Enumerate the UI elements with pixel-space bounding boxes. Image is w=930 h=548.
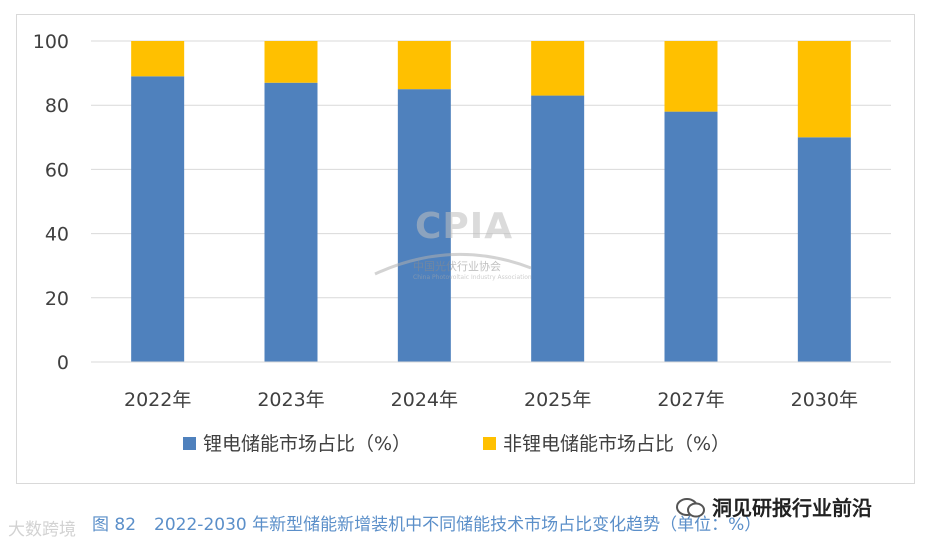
bar-non-lithium [131, 41, 185, 77]
bar-non-lithium [797, 41, 851, 138]
legend-swatch [483, 437, 496, 450]
figure-number: 图 82 [92, 515, 137, 535]
cpia-cn-name: 中国光伏行业协会 [413, 260, 501, 273]
x-tick-label: 2022年 [124, 389, 191, 411]
bottom-right-watermark: 洞见研报行业前沿 [676, 492, 872, 521]
legend-label: 锂电储能市场占比（%） [203, 433, 411, 455]
bar-lithium [664, 111, 718, 363]
legend-label: 非锂电储能市场占比（%） [503, 433, 730, 455]
x-tick-label: 2024年 [391, 389, 458, 411]
bar-lithium [264, 82, 318, 362]
legend-swatch [183, 437, 196, 450]
cpia-en-name: China Photovoltaic Industry Association [413, 274, 532, 281]
cpia-watermark: CPIA 中国光伏行业协会 China Photovoltaic Industr… [373, 200, 533, 290]
x-tick-label: 2023年 [257, 389, 324, 411]
figure-caption-text: 2022-2030 年新型储能新增装机中不同储能技术市场占比变化趋势（单位：%） [154, 515, 762, 535]
y-tick-label: 100 [33, 31, 69, 53]
x-tick-label: 2027年 [657, 389, 724, 411]
bottom-right-watermark-text: 洞见研报行业前沿 [712, 496, 872, 520]
x-tick-label: 2025年 [524, 389, 591, 411]
y-tick-label: 20 [45, 288, 69, 310]
y-tick-label: 80 [45, 95, 69, 117]
bar-non-lithium [397, 41, 451, 90]
cpia-arc-icon [374, 252, 532, 276]
chart-frame: 0 20 40 60 80 100 2022年 2023年 2024年 2025年 2027年 203… [16, 14, 915, 484]
wechat-icon [676, 498, 705, 518]
y-tick-label: 0 [57, 352, 69, 374]
figure-caption: 图 82 2022-2030 年新型储能新增装机中不同储能技术市场占比变化趋势（单… [92, 510, 761, 535]
x-tick-label: 2030年 [791, 389, 858, 411]
bar-non-lithium [664, 41, 718, 112]
cpia-logo: CPIA [415, 206, 514, 247]
bar-lithium [797, 137, 851, 362]
bar-non-lithium [264, 41, 318, 83]
bar-non-lithium [531, 41, 585, 96]
y-tick-label: 60 [45, 159, 69, 181]
bar-lithium [531, 95, 585, 362]
bottom-left-watermark: 大数跨境 [8, 520, 76, 540]
stacked-bar-chart: 0 20 40 60 80 100 2022年 2023年 2024年 2025年 2027年 203… [33, 31, 891, 455]
bar-lithium [397, 89, 451, 363]
bar-lithium [131, 76, 185, 362]
y-tick-label: 40 [45, 224, 69, 246]
